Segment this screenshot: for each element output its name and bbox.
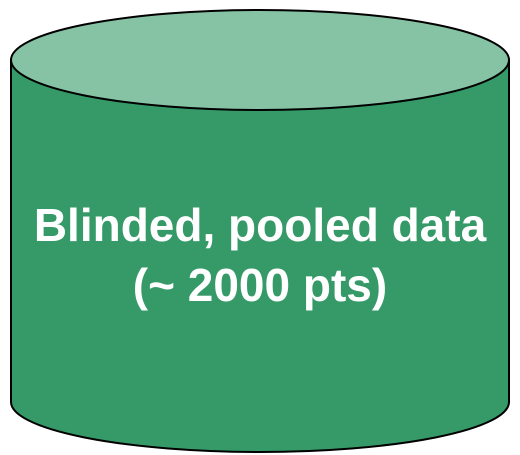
cylinder-body [10,59,510,453]
cylinder-label: Blinded, pooled data (~ 2000 pts) [10,195,510,315]
label-line-1: Blinded, pooled data [33,199,487,251]
label-line-2: (~ 2000 pts) [132,259,388,311]
cylinder-top [10,9,510,111]
